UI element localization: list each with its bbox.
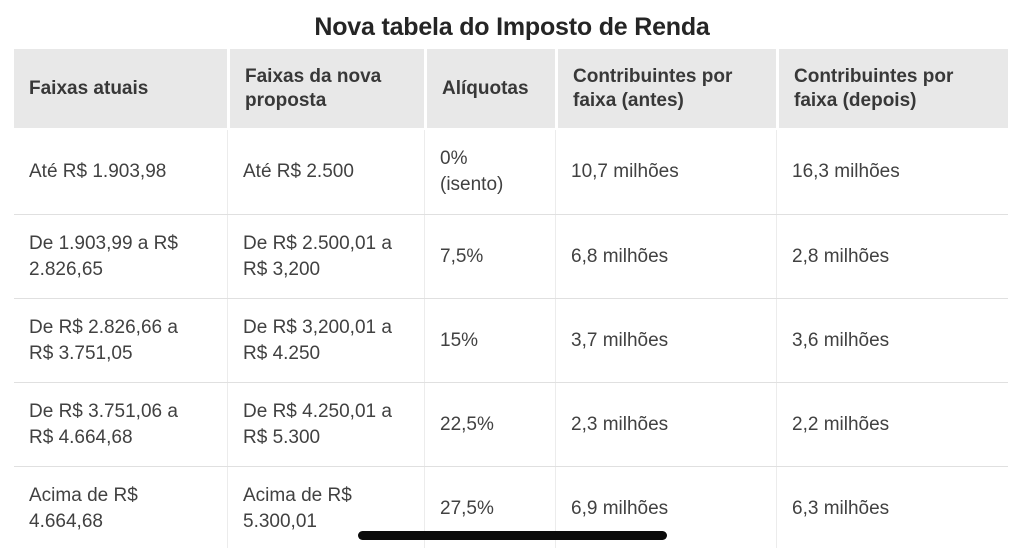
cell-aliquota: 22,5%	[424, 383, 555, 466]
cell-faixa-atual: Acima de R$ 4.664,68	[29, 484, 138, 532]
cell-contribuintes-depois: 6,3 milhões	[776, 467, 1008, 548]
cell-aliquota: 7,5%	[424, 215, 555, 298]
cell-aliquota: 27,5%	[424, 467, 555, 548]
cell-faixa-atual: Até R$ 1.903,98	[29, 161, 167, 182]
cell-contribuintes-depois: 2,2 milhões	[776, 383, 1008, 466]
column-header-faixas-atuais: Faixas atuais	[14, 49, 227, 128]
page-title: Nova tabela do Imposto de Renda	[314, 13, 710, 41]
cell-contribuintes-antes: 3,7 milhões	[555, 299, 776, 382]
column-header-contribuintes-depois: Contribuintes por faixa (depois)	[776, 49, 1008, 128]
cell-contribuintes-antes: 6,8 milhões	[555, 215, 776, 298]
cell-aliquota: 0% (isento)	[424, 130, 555, 214]
table-row: Até R$ 1.903,98 Até R$ 2.500 0% (isento)…	[14, 130, 1008, 214]
cell-faixa-nova: Até R$ 2.500	[227, 130, 424, 214]
cell-faixa-nova: De R$ 2.500,01 a R$ 3,200	[227, 215, 424, 298]
table-row: Acima de R$ 4.664,68 Acima de R$ 5.300,0…	[14, 466, 1008, 548]
cell-faixa-atual: De R$ 2.826,66 a R$ 3.751,05	[29, 316, 178, 364]
cell-contribuintes-antes: 10,7 milhões	[555, 130, 776, 214]
cell-faixa-nova: De R$ 4.250,01 a R$ 5.300	[227, 383, 424, 466]
income-tax-table: Faixas atuais Faixas da nova proposta Al…	[14, 49, 1008, 548]
cell-faixa-atual: De R$ 3.751,06 a R$ 4.664,68	[29, 400, 178, 448]
table-header-row: Faixas atuais Faixas da nova proposta Al…	[14, 49, 1008, 128]
column-header-faixas-nova-proposta: Faixas da nova proposta	[227, 49, 424, 128]
cell-contribuintes-depois: 2,8 milhões	[776, 215, 1008, 298]
cell-contribuintes-antes: 6,9 milhões	[555, 467, 776, 548]
cell-contribuintes-depois: 3,6 milhões	[776, 299, 1008, 382]
cell-contribuintes-antes: 2,3 milhões	[555, 383, 776, 466]
column-header-aliquotas: Alíquotas	[424, 49, 555, 128]
cell-faixa-nova: Acima de R$ 5.300,01	[227, 467, 424, 548]
cell-faixa-nova: De R$ 3,200,01 a R$ 4.250	[227, 299, 424, 382]
table-row: De 1.903,99 a R$ 2.826,65 De R$ 2.500,01…	[14, 214, 1008, 298]
cell-contribuintes-depois: 16,3 milhões	[776, 130, 1008, 214]
cell-faixa-atual: De 1.903,99 a R$ 2.826,65	[29, 232, 178, 280]
horizontal-scrollbar-thumb[interactable]	[358, 531, 667, 540]
table-row: De R$ 3.751,06 a R$ 4.664,68 De R$ 4.250…	[14, 382, 1008, 466]
column-header-contribuintes-antes: Contribuintes por faixa (antes)	[555, 49, 776, 128]
table-row: De R$ 2.826,66 a R$ 3.751,05 De R$ 3,200…	[14, 298, 1008, 382]
cell-aliquota: 15%	[424, 299, 555, 382]
